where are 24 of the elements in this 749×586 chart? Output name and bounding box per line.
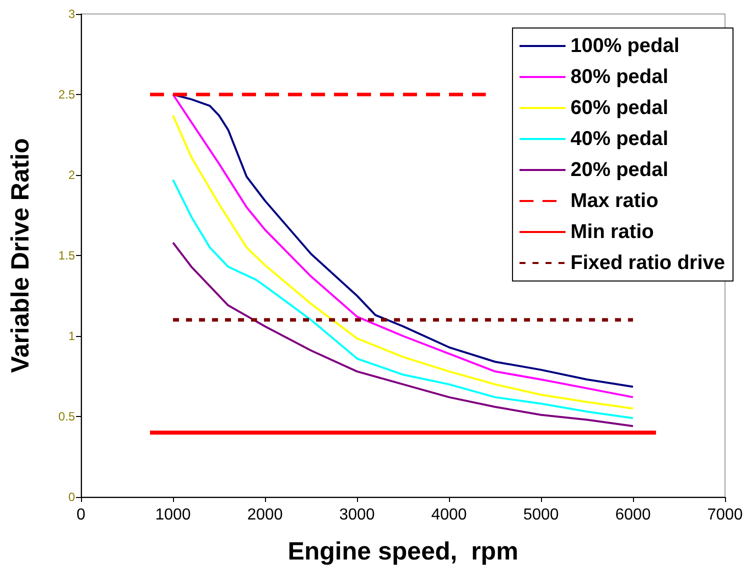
y-axis-title: Variable Drive Ratio <box>6 138 34 373</box>
x-tick-label: 7000 <box>707 506 743 524</box>
x-tick-label: 5000 <box>523 506 559 524</box>
x-tick-label: 4000 <box>431 506 467 524</box>
legend-label: 80% pedal <box>570 66 668 88</box>
legend-label: 20% pedal <box>570 159 668 181</box>
y-tick-label: 1 <box>68 329 76 343</box>
y-tick-label: 0.5 <box>58 410 76 424</box>
y-tick-label: 2 <box>68 168 76 182</box>
y-tick-label: 3 <box>68 7 76 21</box>
y-tick-label: 1.5 <box>58 248 76 262</box>
y-tick-label: 2.5 <box>58 88 76 102</box>
legend-label: 100% pedal <box>570 35 680 57</box>
x-tick-label: 3000 <box>339 506 375 524</box>
x-tick-label: 2000 <box>247 506 283 524</box>
y-tick-label: 0 <box>68 490 76 504</box>
x-axis-title: Engine speed, rpm <box>288 538 518 566</box>
legend-label: Min ratio <box>570 221 654 243</box>
legend-label: 40% pedal <box>570 128 668 150</box>
legend-label: Fixed ratio drive <box>570 252 726 274</box>
legend-label: 60% pedal <box>570 97 668 119</box>
legend-label: Max ratio <box>570 190 658 212</box>
x-tick-label: 6000 <box>615 506 651 524</box>
x-tick-label: 1000 <box>155 506 191 524</box>
